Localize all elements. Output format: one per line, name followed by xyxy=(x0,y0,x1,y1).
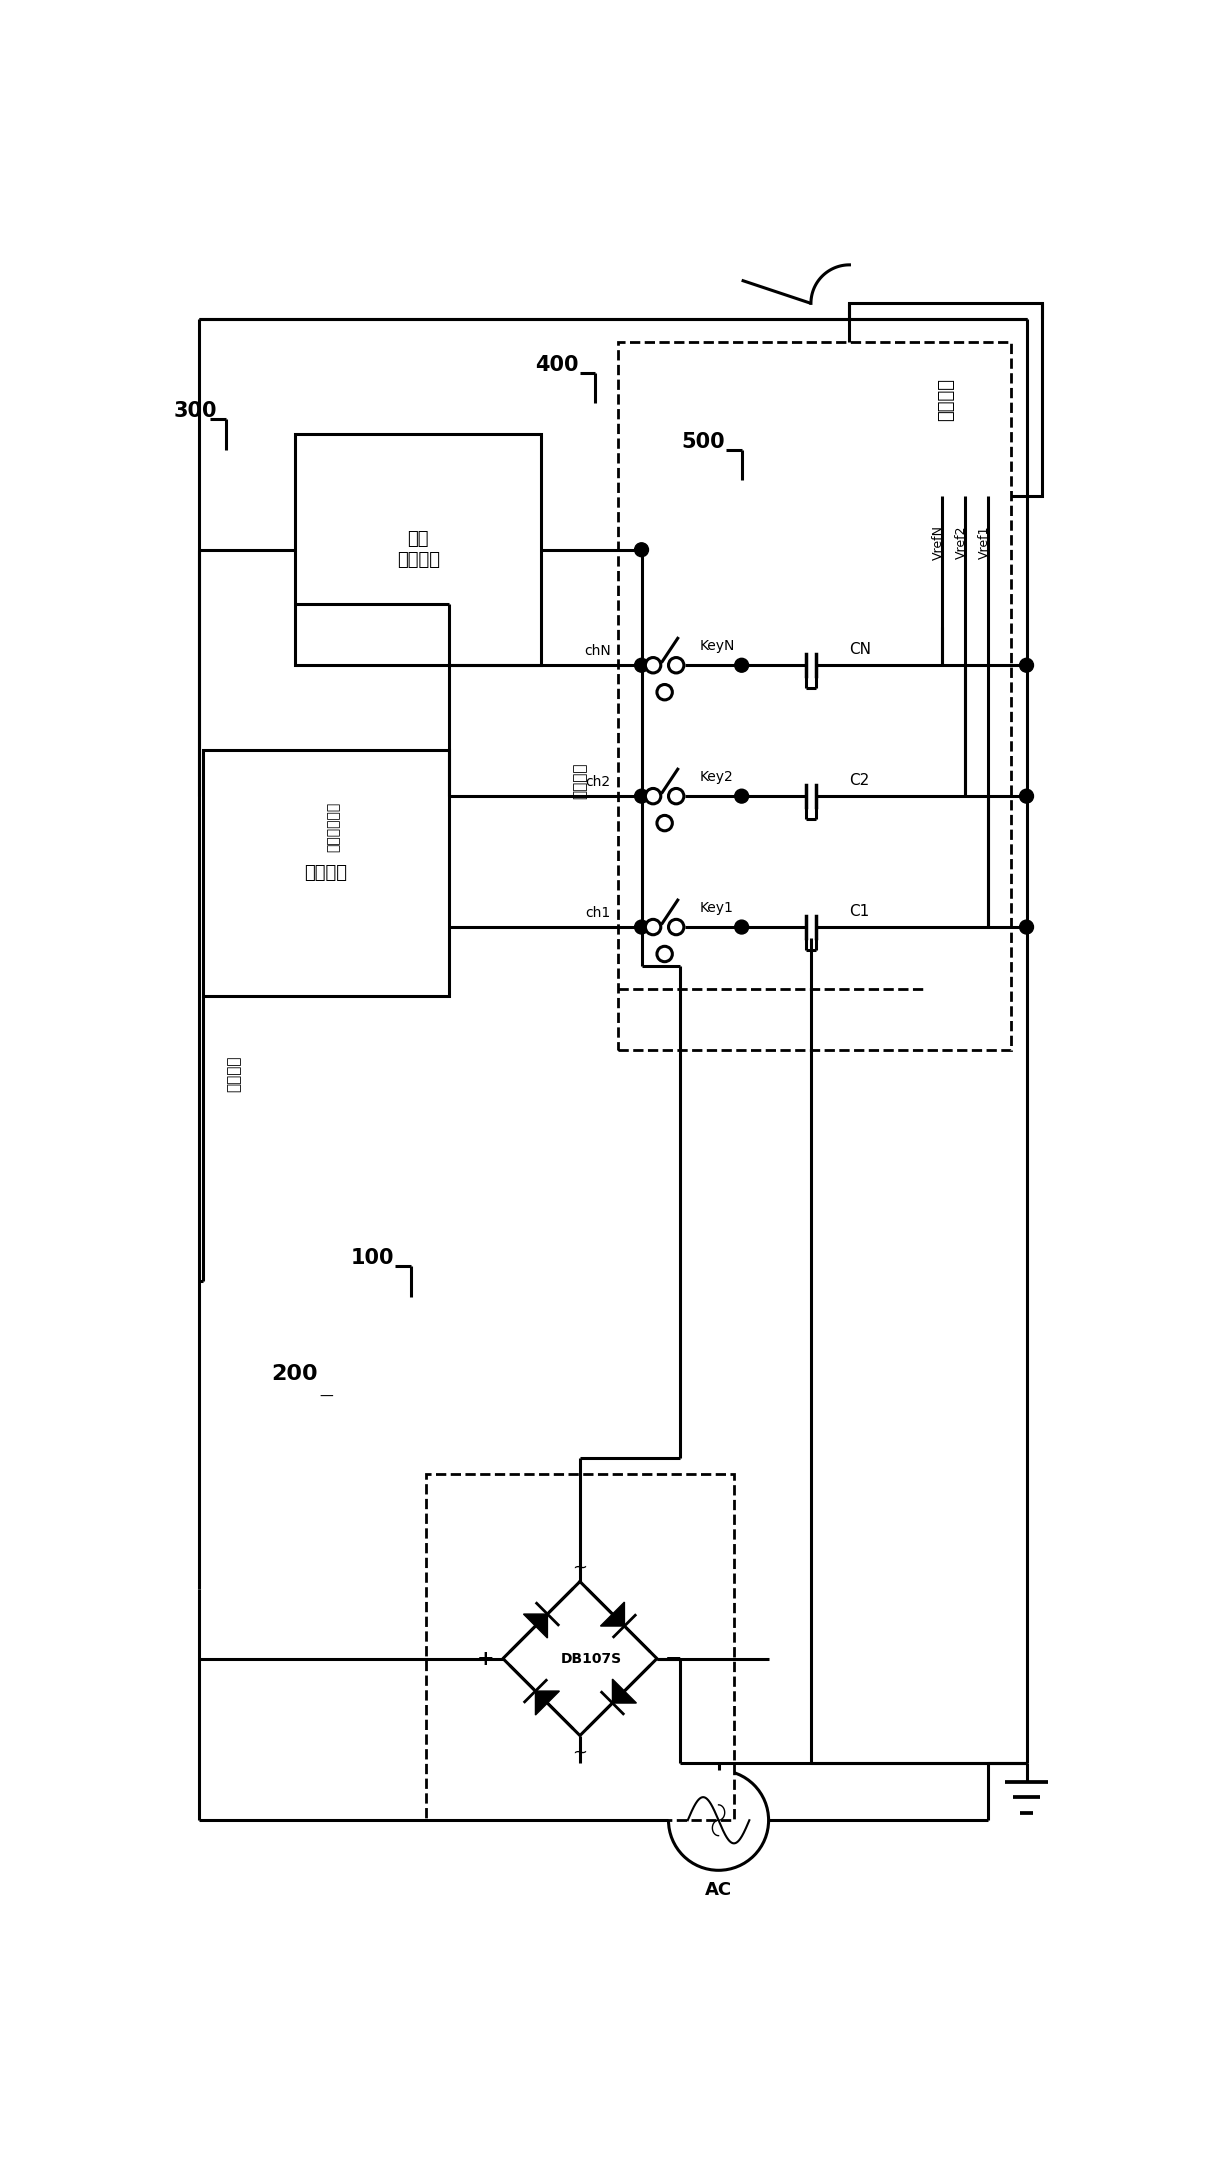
Circle shape xyxy=(735,659,748,672)
Circle shape xyxy=(656,685,672,700)
Text: 400: 400 xyxy=(535,355,579,374)
Circle shape xyxy=(1020,790,1033,803)
Text: KeyN: KeyN xyxy=(699,639,735,652)
Text: Vref2: Vref2 xyxy=(955,526,968,559)
Text: −: − xyxy=(665,1649,682,1668)
Circle shape xyxy=(656,816,672,831)
Text: ~: ~ xyxy=(573,1744,588,1762)
Polygon shape xyxy=(535,1690,560,1716)
Text: C2: C2 xyxy=(849,774,870,787)
Circle shape xyxy=(1020,659,1033,672)
Text: CN: CN xyxy=(849,642,871,657)
Bar xyxy=(294,435,541,666)
Bar xyxy=(426,1475,734,1820)
Text: 电压
生成模块: 电压 生成模块 xyxy=(396,531,439,570)
Circle shape xyxy=(669,920,683,935)
Circle shape xyxy=(634,790,649,803)
Text: 调光数据: 调光数据 xyxy=(226,1055,240,1092)
Text: AC: AC xyxy=(706,1881,733,1899)
Text: DB107S: DB107S xyxy=(561,1651,622,1666)
Text: ch2: ch2 xyxy=(585,774,611,790)
Text: ch1: ch1 xyxy=(585,907,611,920)
Text: ~: ~ xyxy=(573,1559,588,1577)
Text: +: + xyxy=(477,1649,494,1668)
Bar xyxy=(202,750,449,996)
Polygon shape xyxy=(600,1603,625,1627)
Circle shape xyxy=(634,659,649,672)
Polygon shape xyxy=(612,1679,637,1703)
Circle shape xyxy=(735,790,748,803)
Text: VrefN: VrefN xyxy=(931,524,945,559)
Text: 控制模块: 控制模块 xyxy=(304,863,347,883)
Circle shape xyxy=(645,790,661,805)
Text: 500: 500 xyxy=(681,433,725,452)
Circle shape xyxy=(1020,920,1033,933)
Text: 100: 100 xyxy=(350,1248,394,1268)
Polygon shape xyxy=(524,1614,547,1638)
Text: chN: chN xyxy=(584,644,611,659)
Bar xyxy=(849,302,1042,496)
Text: 发光模块: 发光模块 xyxy=(936,378,955,422)
Circle shape xyxy=(645,920,661,935)
Bar xyxy=(618,341,1011,1051)
Circle shape xyxy=(656,946,672,961)
Circle shape xyxy=(645,657,661,672)
Text: 200: 200 xyxy=(271,1364,318,1383)
Circle shape xyxy=(735,920,748,933)
Text: C1: C1 xyxy=(849,905,870,920)
Text: Vref1: Vref1 xyxy=(978,526,990,559)
Text: —: — xyxy=(319,1390,333,1403)
Circle shape xyxy=(634,920,649,933)
Text: 调光电压: 调光电压 xyxy=(573,763,588,798)
Text: 电压选择信号: 电压选择信号 xyxy=(326,803,341,853)
Circle shape xyxy=(634,544,649,557)
Text: Key1: Key1 xyxy=(699,900,734,916)
Circle shape xyxy=(669,790,683,805)
Circle shape xyxy=(669,657,683,672)
Text: 300: 300 xyxy=(173,400,217,422)
Text: Key2: Key2 xyxy=(699,770,733,783)
